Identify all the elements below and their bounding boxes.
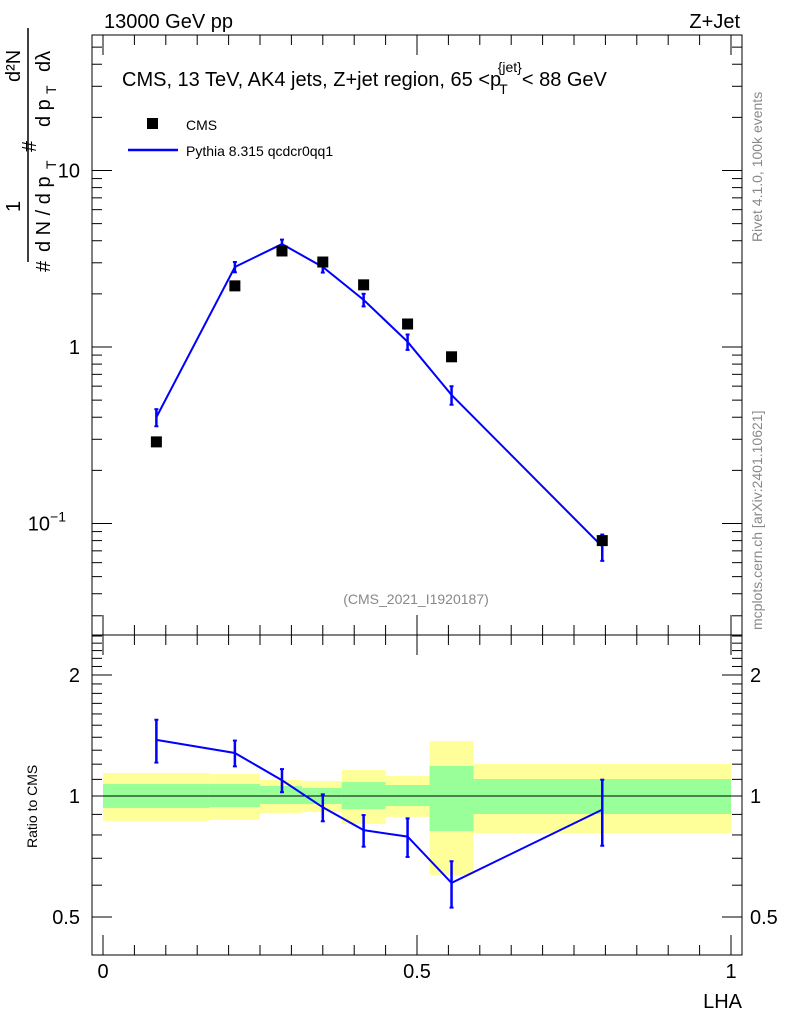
header-right: Z+Jet xyxy=(689,11,740,33)
x-tick-label: 0.5 xyxy=(403,961,431,983)
chart-title: CMS, 13 TeV, AK4 jets, Z+jet region, 65 … xyxy=(122,59,608,97)
mcplots-label: mcplots.cern.ch [arXiv:2401.10621] xyxy=(749,411,765,630)
ylabel-hash2: # xyxy=(19,140,41,152)
ratio-tick-label-right: 2 xyxy=(750,665,761,687)
ratio-y-label: Ratio to CMS xyxy=(24,765,40,848)
ratio-tick-label-right: 0.5 xyxy=(750,907,778,929)
ylabel-d2N: d²N xyxy=(3,50,25,82)
mc-line xyxy=(155,242,603,548)
x-axis-label: LHA xyxy=(703,991,743,1013)
title-sup: {jet} xyxy=(498,59,522,75)
ratio-tick-label-left: 2 xyxy=(69,665,80,687)
ylabel-T2: T xyxy=(43,85,59,94)
cms-data-point xyxy=(358,279,370,291)
ratio-tick-label-left: 1 xyxy=(69,786,80,808)
legend-cms-marker xyxy=(147,118,158,129)
title-sub: T xyxy=(499,81,508,97)
analysis-annotation: (CMS_2021_I1920187) xyxy=(343,591,489,607)
ylabel-lambda: dλ xyxy=(33,51,55,72)
axis-ticks: 10 1 10−1 2 2 1 1 0.5 0.5 0 0.5 1 xyxy=(28,35,778,983)
ylabel-hash: # xyxy=(33,260,55,272)
x-tick-label: 1 xyxy=(725,961,736,983)
cms-data-point xyxy=(402,318,414,330)
y-axis-label: # d N / d p T 1 # d p T dλ d²N xyxy=(3,28,59,272)
cms-data-point xyxy=(150,436,162,448)
y-tick-label: 10−1 xyxy=(28,509,66,536)
ratio-band-green xyxy=(429,765,474,832)
legend-cms-label: CMS xyxy=(186,117,217,133)
ratio-band-green xyxy=(260,785,303,805)
ylabel-dp: d p xyxy=(33,99,55,127)
cms-data-point xyxy=(276,245,288,257)
cms-data-point xyxy=(317,256,329,268)
title-main: CMS, 13 TeV, AK4 jets, Z+jet region, 65 … xyxy=(122,69,501,91)
ratio-tick-label-left: 0.5 xyxy=(52,907,80,929)
header-left: 13000 GeV pp xyxy=(104,11,233,33)
x-tick-label: 0 xyxy=(97,961,108,983)
ratio-bands xyxy=(103,741,731,876)
cms-data-point xyxy=(446,351,458,363)
cms-data-point xyxy=(596,535,608,547)
ylabel-one: 1 xyxy=(3,201,25,212)
y-tick-label: 1 xyxy=(69,337,80,359)
title-tail: < 88 GeV xyxy=(522,69,608,91)
y-tick-label: 10 xyxy=(58,161,80,183)
ratio-line xyxy=(156,738,603,885)
cms-data-point xyxy=(229,280,241,292)
chart-marks xyxy=(150,238,608,909)
ylabel-dN: d N / d p xyxy=(33,176,55,252)
legend-mc-label: Pythia 8.315 qcdcr0qq1 xyxy=(186,143,333,159)
rivet-label: Rivet 4.1.0, 100k events xyxy=(749,92,765,242)
ratio-tick-label-right: 1 xyxy=(750,786,761,808)
ylabel-T: T xyxy=(43,160,59,169)
